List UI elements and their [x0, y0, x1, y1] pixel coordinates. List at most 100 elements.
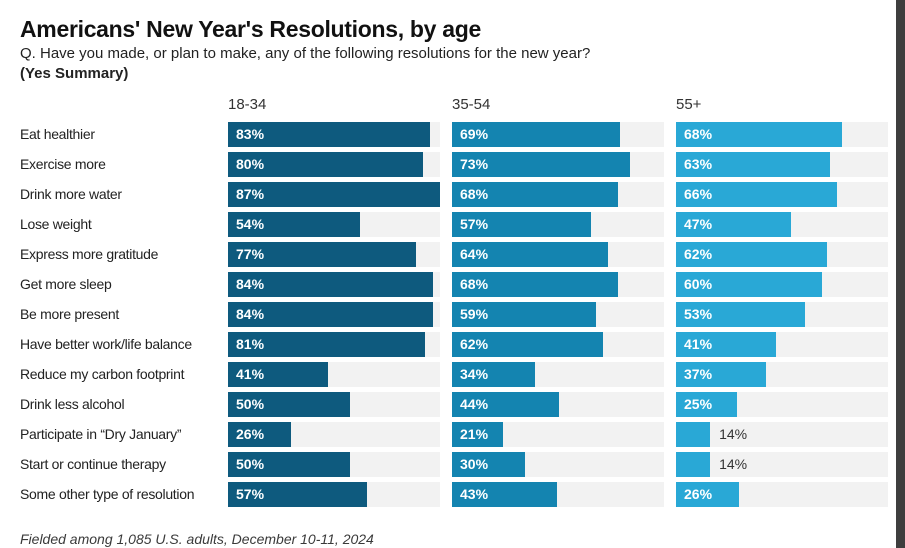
bar-track: 30% [452, 452, 664, 477]
bar-track: 84% [228, 302, 440, 327]
subtitle-question: Q. Have you made, or plan to make, any o… [20, 45, 591, 62]
chart-row: Some other type of resolution 57% 43% 26% [0, 482, 900, 507]
bar-value-label: 25% [684, 396, 713, 412]
right-edge-strip [896, 0, 905, 548]
bar-track: 64% [452, 242, 664, 267]
bar-track: 50% [228, 452, 440, 477]
bar [676, 392, 737, 417]
bar [452, 212, 591, 237]
bar-track: 68% [676, 122, 888, 147]
category-label: Start or continue therapy [20, 456, 166, 472]
bar [676, 302, 806, 327]
subtitle-yes-summary: (Yes Summary) [20, 65, 129, 82]
bar-value-label: 62% [684, 246, 713, 262]
chart-row: Have better work/life balance 81% 62% 41% [0, 332, 900, 357]
bar-value-label: 84% [236, 306, 265, 322]
bar [228, 212, 360, 237]
category-label: Eat healthier [20, 126, 95, 142]
bar-track: 54% [228, 212, 440, 237]
bar [228, 122, 431, 147]
chart-row: Get more sleep 84% 68% 60% [0, 272, 900, 297]
bar [452, 242, 608, 267]
category-label: Express more gratitude [20, 246, 159, 262]
category-label: Get more sleep [20, 276, 112, 292]
bar-value-label: 14% [719, 426, 748, 442]
bar-track: 73% [452, 152, 664, 177]
bar-track: 60% [676, 272, 888, 297]
bar-value-label: 50% [236, 396, 265, 412]
bar-value-label: 57% [460, 216, 489, 232]
category-label: Drink less alcohol [20, 396, 125, 412]
bar-value-label: 26% [684, 486, 713, 502]
bar-track: 68% [452, 272, 664, 297]
bar-value-label: 50% [236, 456, 265, 472]
bar-value-label: 87% [236, 186, 265, 202]
category-label: Be more present [20, 306, 119, 322]
bar-track: 66% [676, 182, 888, 207]
bar-track: 59% [452, 302, 664, 327]
bar-value-label: 68% [684, 126, 713, 142]
bar-value-label: 84% [236, 276, 265, 292]
bar [676, 422, 711, 447]
bar-value-label: 47% [684, 216, 713, 232]
header-spacer [0, 96, 228, 113]
bar [452, 272, 618, 297]
bar-track: 57% [452, 212, 664, 237]
bar [676, 452, 711, 477]
bar-value-label: 68% [460, 276, 489, 292]
bar-value-label: 69% [460, 126, 489, 142]
bar [228, 152, 423, 177]
category-label: Reduce my carbon footprint [20, 366, 185, 382]
bar [676, 212, 791, 237]
bar [228, 272, 433, 297]
bar-track: 14% [676, 452, 888, 477]
bar-value-label: 30% [460, 456, 489, 472]
bar [228, 392, 350, 417]
bar [228, 422, 292, 447]
bar-track: 14% [676, 422, 888, 447]
bar-track: 57% [228, 482, 440, 507]
bar-value-label: 63% [684, 156, 713, 172]
chart-row: Reduce my carbon footprint 41% 34% 37% [0, 362, 900, 387]
category-label: Exercise more [20, 156, 106, 172]
bar-value-label: 68% [460, 186, 489, 202]
bar-track: 83% [228, 122, 440, 147]
fielding-note: Fielded among 1,085 U.S. adults, Decembe… [20, 531, 374, 547]
bar-value-label: 54% [236, 216, 265, 232]
bar [228, 332, 426, 357]
chart-rows: Eat healthier 83% 69% 68% Exercise more 80% 73… [0, 122, 900, 512]
bar-value-label: 21% [460, 426, 489, 442]
bar-value-label: 34% [460, 366, 489, 382]
bar-track: 26% [228, 422, 440, 447]
bar [452, 422, 504, 447]
bar [452, 302, 596, 327]
bar-track: 41% [676, 332, 888, 357]
bar-track: 47% [676, 212, 888, 237]
age-group-headers: 18-34 35-54 55+ [0, 96, 900, 113]
chart-row: Be more present 84% 59% 53% [0, 302, 900, 327]
bar-value-label: 81% [236, 336, 265, 352]
chart-title: Americans' New Year's Resolutions, by ag… [20, 16, 481, 43]
bar-value-label: 26% [236, 426, 265, 442]
bar-value-label: 44% [460, 396, 489, 412]
category-label: Have better work/life balance [20, 336, 192, 352]
bar [452, 452, 526, 477]
bar-track: 26% [676, 482, 888, 507]
bar-value-label: 66% [684, 186, 713, 202]
bar [452, 182, 618, 207]
bar-value-label: 57% [236, 486, 265, 502]
bar-track: 43% [452, 482, 664, 507]
chart-row: Eat healthier 83% 69% 68% [0, 122, 900, 147]
chart-row: Lose weight 54% 57% 47% [0, 212, 900, 237]
bar-track: 25% [676, 392, 888, 417]
bar-track: 34% [452, 362, 664, 387]
age-group-header-35-54: 35-54 [452, 96, 491, 113]
bar-track: 62% [676, 242, 888, 267]
bar-value-label: 53% [684, 306, 713, 322]
bar [228, 302, 433, 327]
bar [676, 272, 823, 297]
bar-value-label: 73% [460, 156, 489, 172]
age-group-header-18-34: 18-34 [228, 96, 267, 113]
bar [452, 332, 604, 357]
